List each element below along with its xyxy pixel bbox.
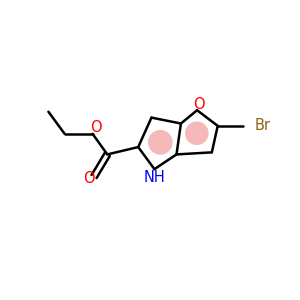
Text: Br: Br (255, 118, 271, 134)
Circle shape (148, 130, 173, 155)
Text: NH: NH (143, 170, 165, 185)
Text: O: O (83, 171, 94, 186)
Text: O: O (90, 120, 101, 135)
Circle shape (185, 122, 208, 145)
Text: O: O (193, 97, 204, 112)
